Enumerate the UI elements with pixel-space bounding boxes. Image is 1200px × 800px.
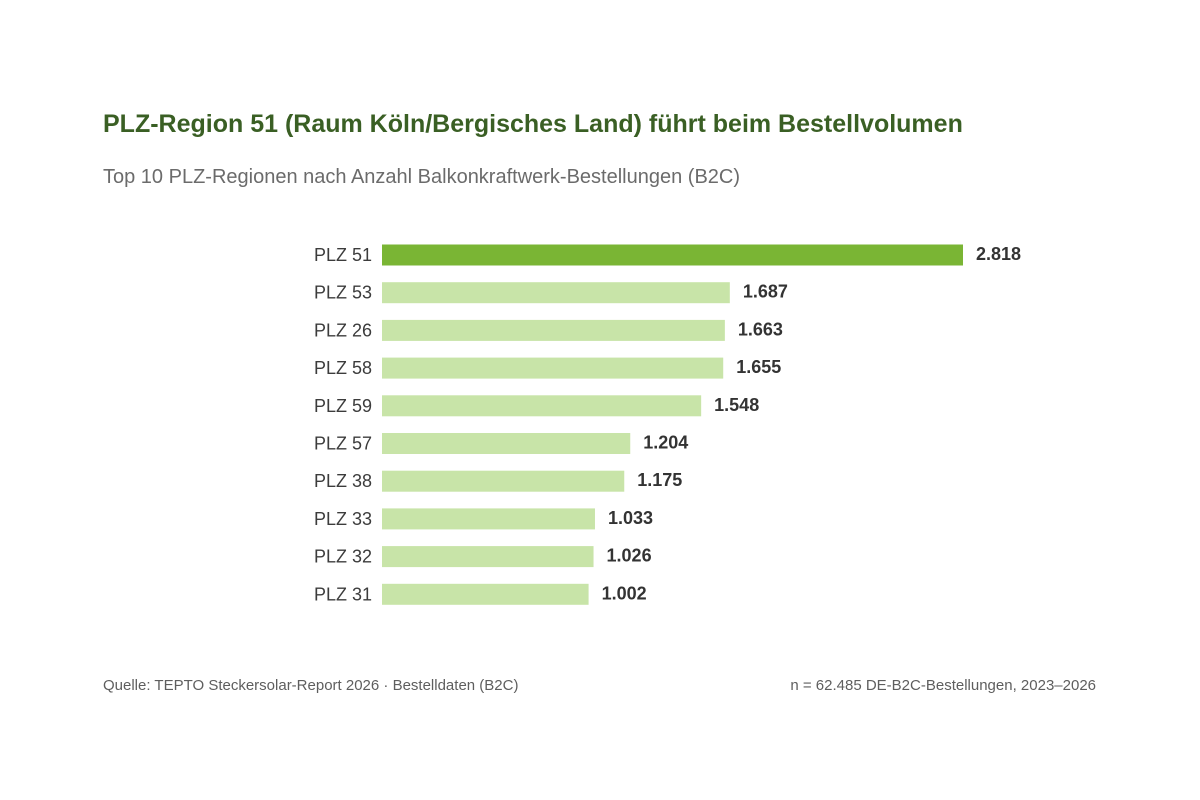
category-label: PLZ 32 [314, 547, 372, 567]
value-label: 1.687 [743, 282, 788, 302]
category-label: PLZ 59 [314, 396, 372, 416]
chart-subtitle: Top 10 PLZ-Regionen nach Anzahl Balkonkr… [103, 166, 741, 188]
bar-plz-57 [382, 433, 631, 454]
bar-plz-33 [382, 508, 595, 530]
value-label: 1.175 [637, 470, 682, 490]
bar-plz-51 [382, 244, 963, 266]
sample-note: n = 62.485 DE-B2C-Bestellungen, 2023–202… [790, 677, 1096, 694]
category-label: PLZ 53 [314, 283, 372, 303]
chart-title: PLZ-Region 51 (Raum Köln/Bergisches Land… [103, 110, 963, 138]
bar-plz-53 [382, 282, 730, 304]
value-label: 1.033 [608, 508, 653, 528]
bar-plz-38 [382, 470, 625, 492]
value-label: 2.818 [976, 244, 1021, 264]
category-label: PLZ 31 [314, 584, 372, 604]
bar-plz-58 [382, 357, 724, 379]
value-label: 1.026 [607, 546, 652, 566]
bar-plz-31 [382, 583, 589, 605]
category-label: PLZ 51 [314, 245, 372, 265]
category-label: PLZ 26 [314, 320, 372, 340]
category-label: PLZ 38 [314, 471, 372, 491]
value-label: 1.663 [738, 319, 783, 339]
value-label: 1.548 [714, 395, 759, 415]
bar-plz-59 [382, 395, 702, 417]
category-label: PLZ 58 [314, 358, 372, 378]
category-label: PLZ 33 [314, 509, 372, 529]
category-label: PLZ 57 [314, 434, 372, 454]
value-label: 1.204 [643, 433, 688, 453]
value-label: 1.655 [736, 357, 781, 377]
bar-plz-32 [382, 546, 594, 568]
source-note: Quelle: TEPTO Steckersolar-Report 2026 ·… [103, 677, 519, 694]
value-label: 1.002 [602, 583, 647, 603]
bar-plz-26 [382, 319, 725, 341]
